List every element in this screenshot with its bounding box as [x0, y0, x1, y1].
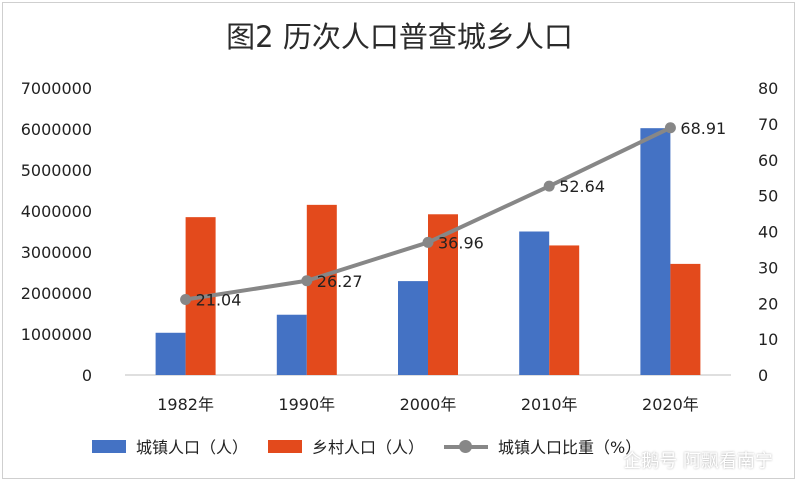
y-left-tick-label: 6000000 [21, 120, 92, 139]
ratio-point [422, 236, 434, 248]
legend-label-urban: 城镇人口（人） [136, 438, 249, 457]
y-left-tick-label: 0 [82, 366, 92, 385]
x-tick-label: 1990年 [278, 395, 335, 414]
bar-urban [398, 281, 428, 375]
ratio-data-label: 26.27 [317, 272, 363, 291]
ratio-point [543, 180, 555, 192]
legend-swatch-rural [268, 439, 303, 453]
legend-item-rural: 乡村人口（人） [268, 434, 424, 458]
x-tick-label: 1982年 [157, 395, 214, 414]
y-right-tick-label: 0 [758, 366, 768, 385]
y-left-tick-label: 7000000 [21, 79, 92, 98]
y-right-tick-label: 10 [758, 330, 778, 349]
legend-swatch-ratio [444, 439, 489, 453]
y-right-tick-label: 60 [758, 151, 778, 170]
ratio-data-label: 21.04 [196, 291, 242, 310]
bar-rural [549, 245, 580, 375]
bar-rural [306, 204, 337, 375]
y-left-tick-label: 3000000 [21, 243, 92, 262]
x-tick-label: 2010年 [521, 395, 578, 414]
bar-urban [276, 314, 307, 375]
bar-urban [640, 128, 671, 375]
legend-label-rural: 乡村人口（人） [312, 438, 425, 457]
legend-item-urban: 城镇人口（人） [92, 434, 248, 458]
y-right-tick-label: 20 [758, 294, 778, 313]
bar-urban [155, 332, 186, 375]
y-right-tick-label: 70 [758, 115, 778, 134]
ratio-point [301, 275, 313, 287]
y-left-tick-label: 1000000 [21, 325, 92, 344]
watermark-text: 企鹅号 阿飘看南宁 [623, 451, 773, 472]
y-right-tick-label: 80 [758, 79, 778, 98]
chart-title: 图2 历次人口普查城乡人口 [226, 20, 573, 54]
y-right-tick-label: 40 [758, 223, 778, 242]
x-tick-label: 2000年 [400, 395, 457, 414]
bar-urban [519, 231, 550, 375]
y-right-tick-label: 30 [758, 258, 778, 277]
chart-legend: 城镇人口（人） 乡村人口（人） 城镇人口比重（%） [92, 434, 661, 458]
legend-swatch-urban [92, 439, 126, 453]
y-left-tick-label: 5000000 [21, 161, 92, 180]
ratio-data-label: 68.91 [680, 119, 726, 138]
legend-item-ratio: 城镇人口比重（%） [444, 434, 641, 458]
ratio-point [180, 294, 192, 306]
x-tick-label: 2020年 [642, 395, 699, 414]
legend-label-ratio: 城镇人口比重（%） [498, 438, 642, 457]
y-right-tick-label: 50 [758, 187, 778, 206]
ratio-point [664, 122, 676, 134]
y-left-tick-label: 2000000 [21, 284, 92, 303]
bar-rural [670, 263, 701, 375]
y-left-tick-label: 4000000 [21, 202, 92, 221]
ratio-data-label: 52.64 [559, 177, 605, 196]
ratio-data-label: 36.96 [438, 233, 484, 252]
